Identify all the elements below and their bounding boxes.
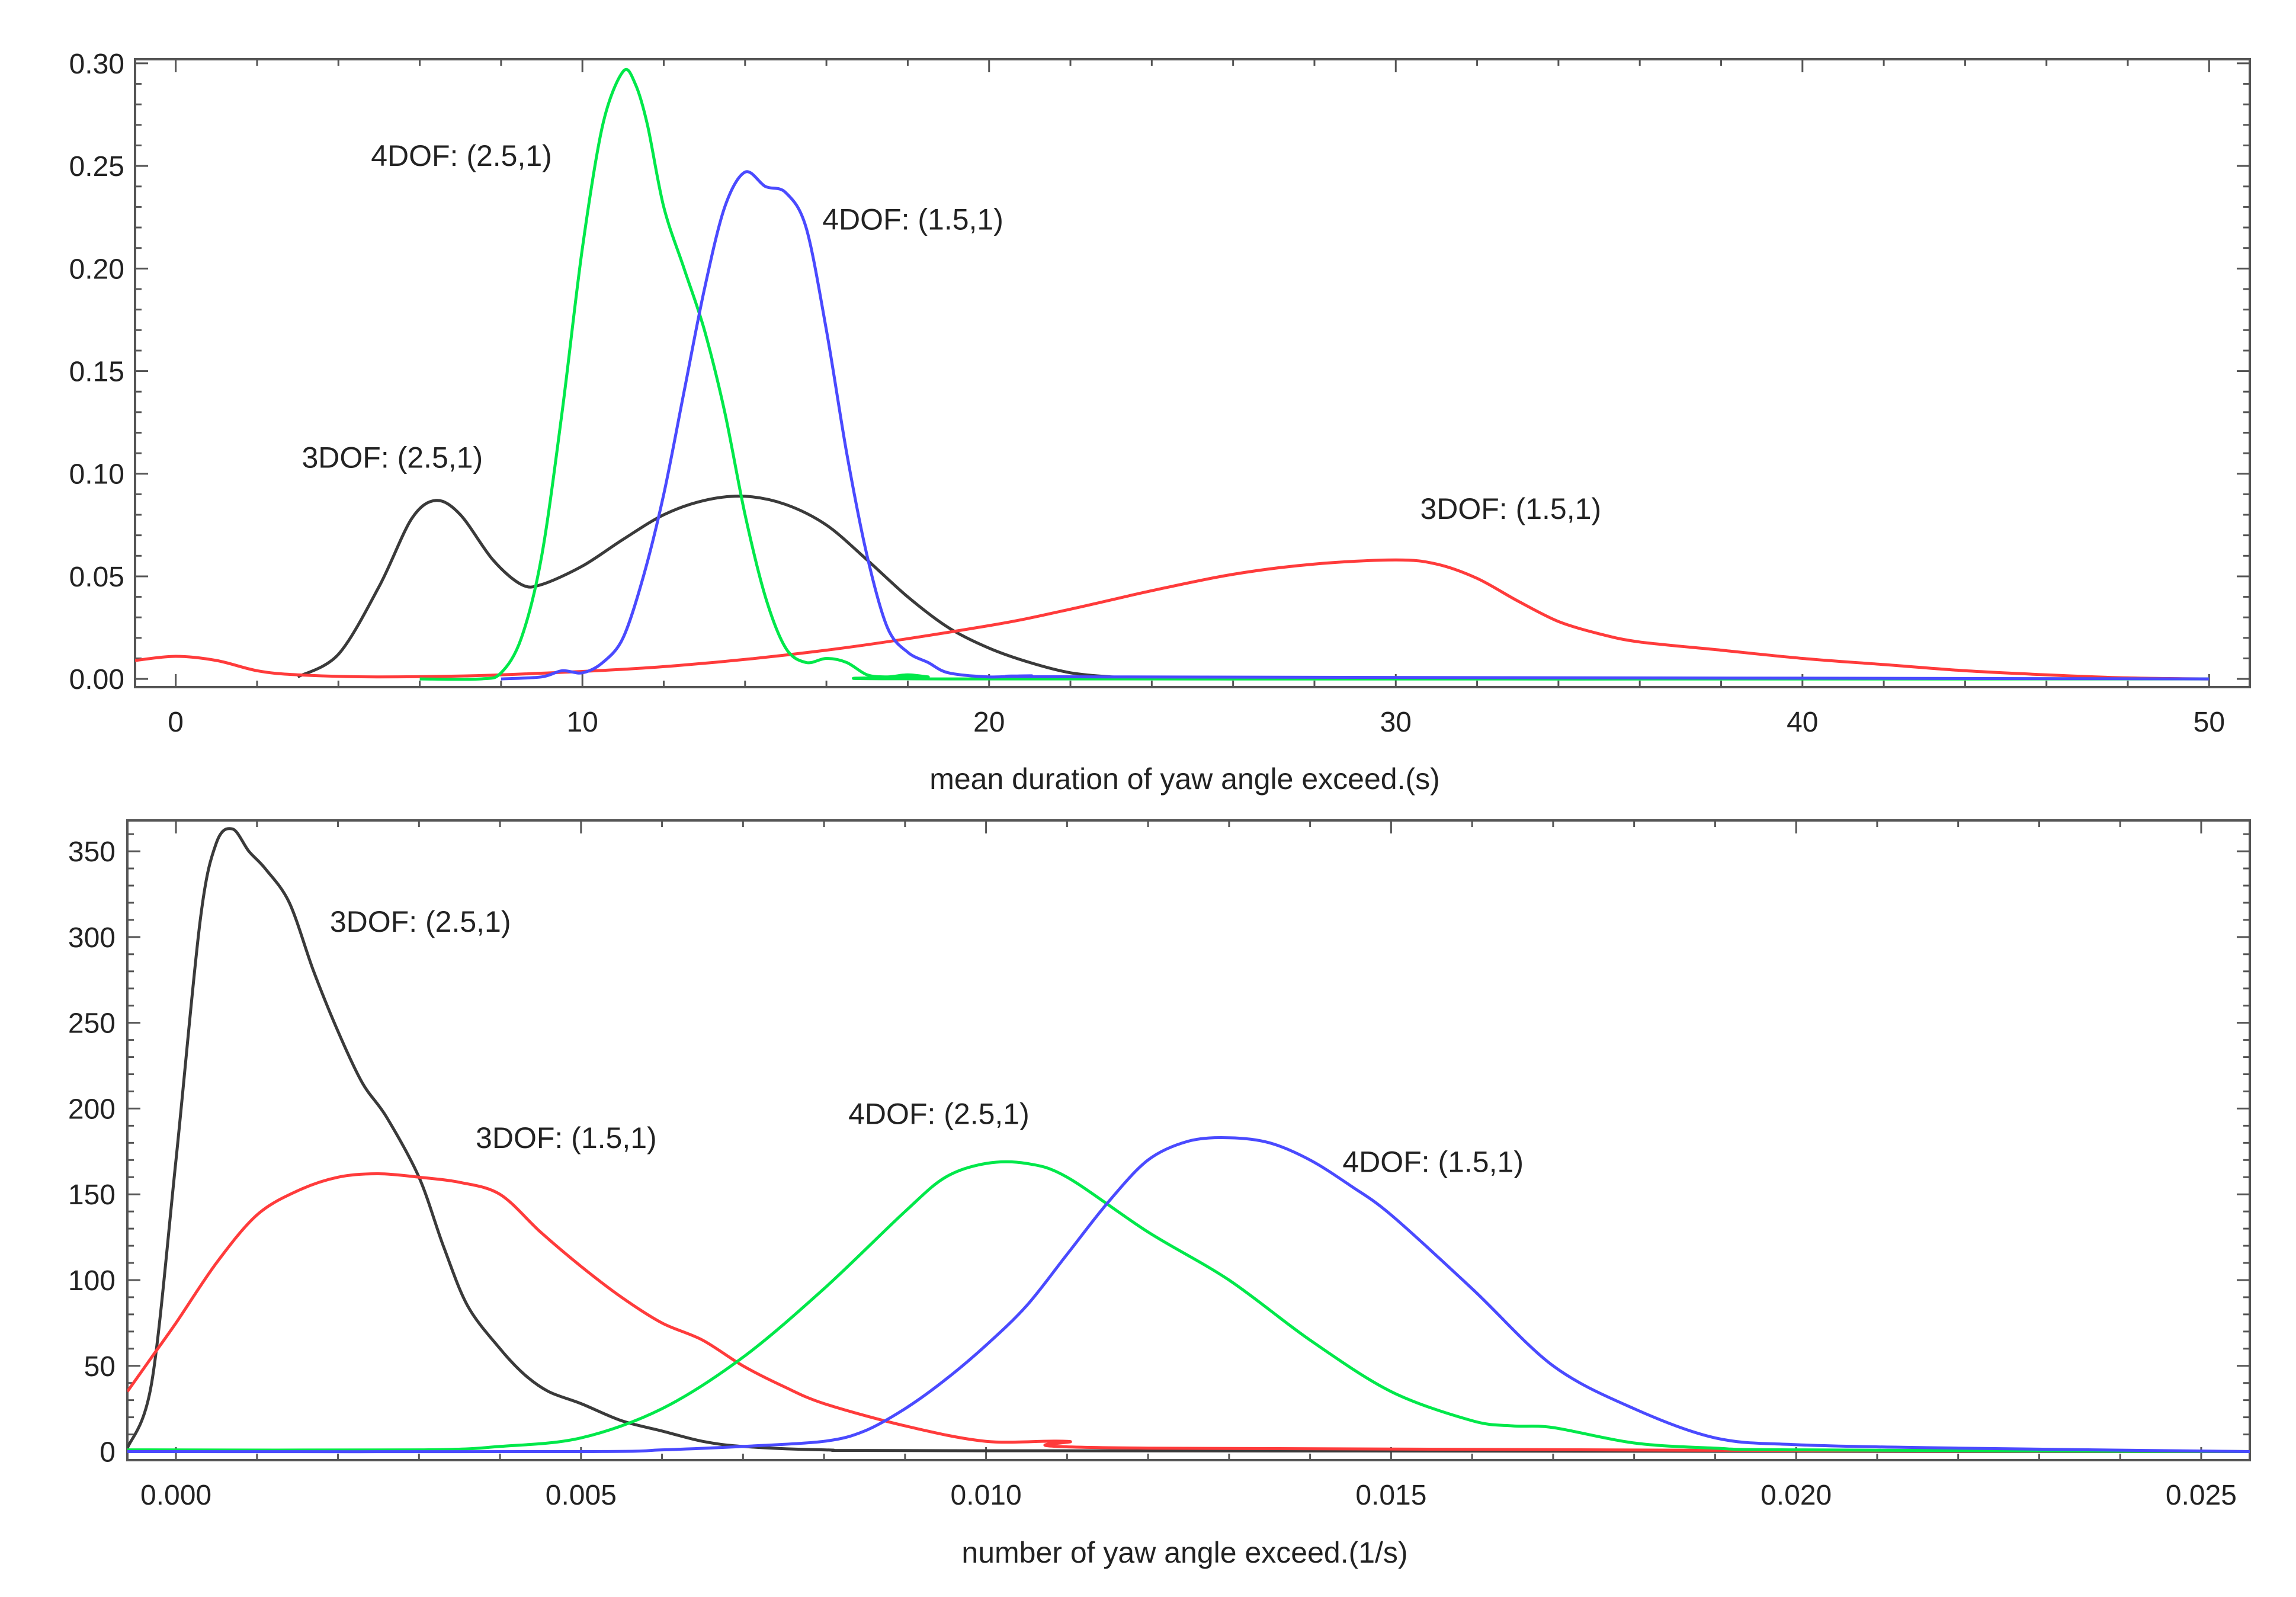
x-tick-label: 20 xyxy=(973,707,1005,738)
y-tick-label: 350 xyxy=(68,836,116,868)
series-line-3 xyxy=(127,1160,2250,1453)
y-tick-label: 0 xyxy=(100,1437,116,1468)
y-tick-labels: 0 50 100 150 200 250 300 350 xyxy=(68,836,116,1468)
series-label: 3DOF: (1.5,1) xyxy=(476,1121,657,1155)
series-line-4 xyxy=(501,170,2210,681)
x-axis-title: mean duration of yaw angle exceed.(s) xyxy=(929,762,1440,796)
y-tick-label: 150 xyxy=(68,1179,116,1211)
tick-marks xyxy=(127,820,2250,1460)
y-tick-label: 0.15 xyxy=(69,357,124,388)
plot-frame xyxy=(134,58,2251,688)
x-tick-label: 0.020 xyxy=(1761,1480,1832,1511)
series-label: 3DOF: (2.5,1) xyxy=(302,441,483,474)
series-label: 4DOF: (2.5,1) xyxy=(371,139,552,172)
series-line-1 xyxy=(297,495,1233,681)
tick-marks xyxy=(135,59,2250,687)
x-axis-title: number of yaw angle exceed.(1/s) xyxy=(961,1536,1407,1569)
series-line-4 xyxy=(127,1136,2250,1454)
y-tick-label: 0.00 xyxy=(69,664,124,695)
series-label: 4DOF: (1.5,1) xyxy=(822,203,1003,236)
x-tick-labels: 0.000 0.005 0.010 0.015 0.020 0.025 xyxy=(140,1480,2237,1511)
y-tick-label: 300 xyxy=(68,922,116,954)
chart-panel-duration: 0 10 20 30 40 50 0.00 0.05 0.10 0.15 0.20 0.25 0.30… xyxy=(69,49,2251,796)
chart-panel-number: 0.000 0.005 0.010 0.015 0.020 0.025 0 50 100 150… xyxy=(68,819,2251,1569)
y-tick-label: 0.30 xyxy=(69,49,124,80)
series-line-2 xyxy=(135,558,2210,681)
y-tick-label: 0.10 xyxy=(69,459,124,490)
x-tick-label: 0.010 xyxy=(951,1480,1022,1511)
y-tick-label: 100 xyxy=(68,1265,116,1297)
x-tick-label: 0.000 xyxy=(140,1480,211,1511)
y-tick-label: 0.05 xyxy=(69,562,124,593)
series-label: 3DOF: (2.5,1) xyxy=(330,905,511,938)
x-tick-label: 0.005 xyxy=(546,1480,617,1511)
series-line-3 xyxy=(419,68,2210,681)
x-tick-label: 40 xyxy=(1787,707,1818,738)
plot-frame xyxy=(126,819,2251,1461)
x-tick-label: 50 xyxy=(2194,707,2225,738)
series-line-2 xyxy=(127,1172,2250,1453)
series-line-1 xyxy=(127,827,2250,1453)
x-tick-label: 30 xyxy=(1380,707,1412,738)
x-tick-label: 0.015 xyxy=(1355,1480,1426,1511)
series-labels: 3DOF: (2.5,1) 3DOF: (1.5,1) 4DOF: (2.5,1) 4… xyxy=(302,139,1601,525)
y-tick-label: 0.20 xyxy=(69,254,124,285)
y-tick-label: 50 xyxy=(84,1351,116,1383)
x-tick-label: 0.025 xyxy=(2166,1480,2237,1511)
series-label: 4DOF: (2.5,1) xyxy=(848,1097,1030,1130)
y-tick-label: 250 xyxy=(68,1008,116,1040)
x-tick-label: 0 xyxy=(168,707,184,738)
series-group xyxy=(135,68,2210,681)
series-label: 3DOF: (1.5,1) xyxy=(1420,492,1601,525)
series-group xyxy=(127,827,2250,1454)
series-labels: 3DOF: (2.5,1) 3DOF: (1.5,1) 4DOF: (2.5,1) 4… xyxy=(330,905,1524,1178)
y-tick-label: 200 xyxy=(68,1093,116,1125)
x-tick-labels: 0 10 20 30 40 50 xyxy=(168,707,2225,738)
x-tick-label: 10 xyxy=(566,707,598,738)
series-label: 4DOF: (1.5,1) xyxy=(1342,1146,1524,1179)
y-tick-label: 0.25 xyxy=(69,151,124,182)
y-tick-labels: 0.00 0.05 0.10 0.15 0.20 0.25 0.30 xyxy=(69,49,124,695)
